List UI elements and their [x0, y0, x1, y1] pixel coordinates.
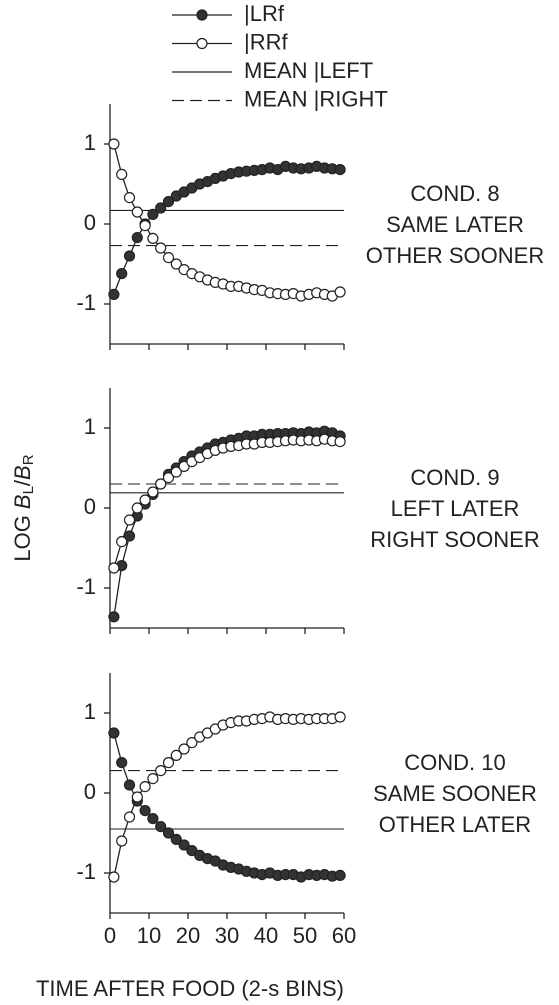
data-point	[139, 804, 151, 817]
condition-label: LEFT LATER	[391, 496, 520, 521]
data-point	[108, 562, 120, 574]
data-point	[108, 288, 120, 300]
y-tick-label: 1	[84, 130, 96, 155]
condition-label: COND. 10	[404, 750, 505, 775]
data-point	[162, 827, 175, 839]
y-tick-label: 1	[84, 699, 96, 724]
data-point	[170, 258, 182, 270]
data-point	[108, 611, 120, 623]
y-axis-label: LOGBL/BR	[10, 454, 37, 561]
y-tick-label: -1	[76, 859, 96, 884]
legend-label: MEAN |RIGHT	[244, 86, 388, 111]
data-point	[116, 268, 128, 280]
data-point	[334, 164, 346, 176]
data-point	[116, 756, 128, 769]
legend-marker	[196, 9, 208, 21]
data-point	[170, 749, 182, 762]
data-point	[186, 736, 198, 749]
condition-label: RIGHT SOONER	[370, 527, 540, 552]
data-point	[131, 502, 143, 514]
y-tick-label: 0	[84, 210, 96, 235]
data-point	[155, 820, 167, 833]
x-tick-label: 30	[215, 923, 239, 948]
data-point	[162, 756, 175, 769]
series-line	[113, 430, 341, 617]
condition-label: COND. 9	[410, 465, 499, 490]
y-label-part: R	[20, 454, 37, 465]
x-tick-label: 40	[254, 923, 278, 948]
x-tick-label: 20	[176, 923, 200, 948]
y-tick-label: -1	[76, 574, 96, 599]
data-point	[162, 472, 175, 484]
data-point	[334, 711, 346, 723]
data-point	[147, 772, 159, 785]
x-tick-label: 10	[137, 923, 161, 948]
data-point	[116, 168, 128, 180]
y-tick-label: -1	[76, 290, 96, 315]
condition-label: OTHER LATER	[379, 812, 531, 837]
condition-label: OTHER SOONER	[366, 243, 544, 268]
data-point	[178, 839, 190, 851]
data-point	[162, 252, 175, 264]
y-label-part: LOG	[10, 515, 35, 561]
data-point	[108, 727, 120, 739]
data-point	[155, 764, 167, 777]
data-point	[155, 202, 167, 214]
data-point	[139, 220, 151, 232]
data-point	[139, 494, 151, 506]
data-point	[123, 779, 136, 791]
data-point	[123, 250, 136, 262]
data-point	[155, 478, 167, 490]
data-point	[178, 743, 190, 755]
x-tick-label: 0	[104, 923, 116, 948]
data-point	[123, 192, 136, 204]
data-point	[123, 514, 136, 526]
y-label-part: /	[10, 479, 35, 486]
data-point	[108, 138, 120, 150]
data-point	[170, 833, 182, 846]
data-point	[131, 206, 143, 218]
legend-label: |LRf	[244, 1, 285, 26]
data-point	[147, 232, 159, 244]
condition-label: SAME LATER	[386, 212, 524, 237]
data-point	[334, 869, 346, 882]
data-point	[147, 486, 159, 498]
data-point	[123, 530, 136, 542]
y-tick-label: 0	[84, 494, 96, 519]
x-axis-label: TIME AFTER FOOD (2-s BINS)	[36, 976, 344, 1001]
data-point	[162, 196, 175, 208]
data-point	[147, 812, 159, 825]
data-point	[170, 466, 182, 478]
data-point	[147, 208, 159, 220]
data-point	[116, 835, 128, 847]
y-label-part: L	[20, 486, 37, 494]
data-point	[116, 535, 128, 548]
data-point	[131, 791, 143, 803]
y-tick-label: 1	[84, 414, 96, 439]
data-point	[123, 811, 136, 823]
condition-label: COND. 8	[410, 181, 499, 206]
series-line	[113, 716, 341, 878]
legend-label: |RRf	[244, 29, 288, 54]
data-point	[108, 871, 120, 883]
x-tick-label: 50	[293, 923, 317, 948]
data-point	[334, 436, 346, 448]
y-label-part: B	[10, 494, 35, 509]
legend-label: MEAN |LEFT	[244, 58, 373, 83]
y-label-part: B	[10, 465, 35, 480]
y-tick-label: 0	[84, 779, 96, 804]
series-line	[113, 732, 341, 878]
legend-marker	[196, 37, 208, 50]
condition-label: SAME SOONER	[373, 781, 537, 806]
x-tick-label: 60	[332, 923, 356, 948]
data-point	[131, 232, 143, 244]
data-point	[155, 242, 167, 254]
data-point	[334, 286, 346, 298]
data-point	[139, 780, 151, 793]
